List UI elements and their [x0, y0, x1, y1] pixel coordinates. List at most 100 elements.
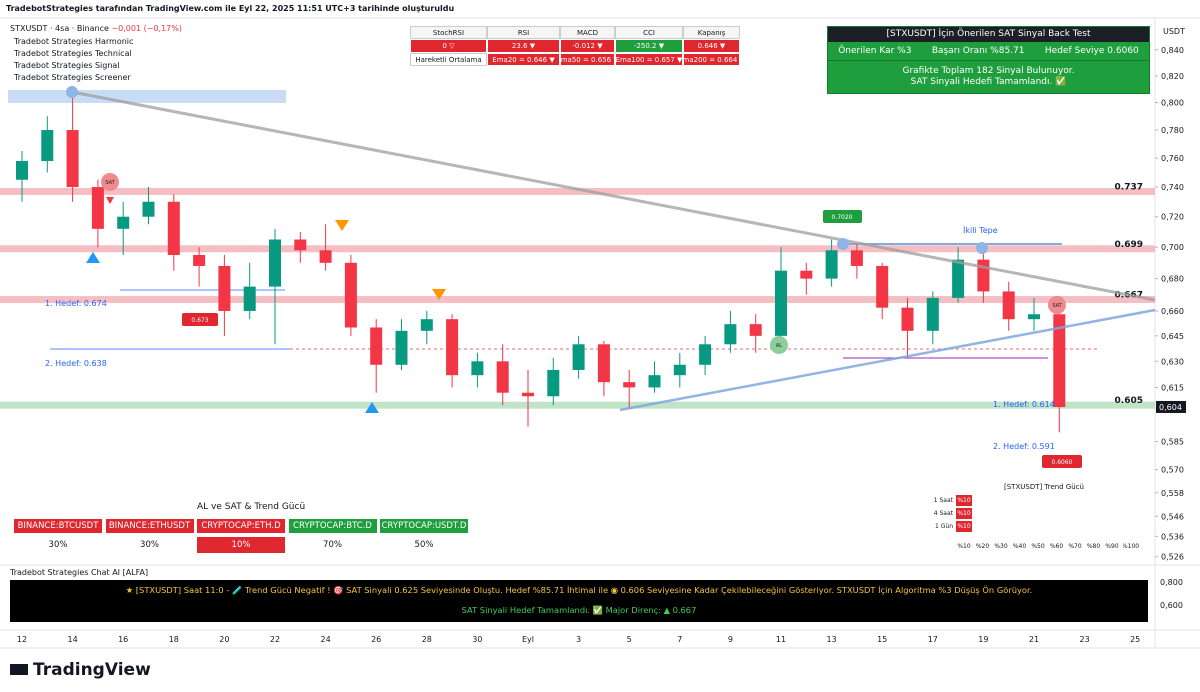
y-tick-label: 0,615	[1161, 383, 1184, 392]
brand[interactable]: TradingView	[10, 660, 151, 680]
x-tick-label: 26	[371, 635, 381, 644]
indicator[interactable]: Tradebot Strategies Screener	[14, 73, 131, 82]
zone	[8, 90, 286, 103]
trend-line	[619, 308, 1156, 412]
y-tick-label: 0,660	[1161, 307, 1184, 316]
symbol-cell: CRYPTOCAP:BTC.D	[287, 518, 378, 534]
candle-body	[1028, 314, 1040, 320]
x-tick-label: 30	[472, 635, 482, 644]
pivot	[976, 242, 988, 254]
candle-body	[977, 259, 990, 292]
level-zone	[0, 296, 1155, 304]
candle-body	[901, 307, 914, 331]
indicator[interactable]: Tradebot Strategies Harmonic	[14, 37, 134, 46]
y-tick-label: 0,740	[1161, 183, 1184, 192]
x-tick-label: 12	[17, 635, 27, 644]
y-tick-label: 0,680	[1161, 275, 1184, 284]
scale-label: %90	[1103, 540, 1121, 552]
scale-label: %50	[1029, 540, 1047, 552]
x-tick-label: Eyl	[522, 635, 534, 644]
strength-cell: 70%	[287, 536, 378, 554]
candle-body	[1053, 314, 1066, 407]
x-tick-label: 19	[978, 635, 988, 644]
y-tick-label: 0,630	[1161, 357, 1184, 366]
candle-body	[319, 250, 332, 263]
y-tick-label: 0,800	[1161, 99, 1184, 108]
table-value: -250.2 ▼	[615, 39, 683, 53]
badge	[823, 210, 862, 223]
strength-cell: 10%	[196, 536, 286, 554]
candle-body	[420, 319, 433, 331]
chat-title: Tradebot Strategies Chat AI [ALFA]	[10, 568, 149, 577]
candle-body	[952, 259, 965, 298]
target-label: 2. Hedef: 0.591	[993, 442, 1055, 451]
candle-body	[926, 297, 939, 331]
strength-panel: 1 Saat %10 4 Saat %10 1 Gün %10 %10 %20 %30 %40 %5…	[920, 494, 1150, 552]
level-label: 0.605	[1115, 396, 1143, 406]
stat: Başarı Oranı %85.71	[931, 46, 1025, 56]
y-tick-label: 0,570	[1161, 466, 1184, 475]
x-tick-label: 16	[118, 635, 128, 644]
brand-name: TradingView	[33, 660, 151, 680]
indicator[interactable]: Tradebot Strategies Signal	[14, 61, 120, 70]
candle-body	[648, 375, 661, 388]
pane-tick: 0,600	[1160, 601, 1183, 610]
x-tick-label: 3	[576, 635, 581, 644]
x-tick-label: 18	[169, 635, 179, 644]
chat-line: ★ [STXUSDT] Saat 11:0 - 🧪 Trend Gücü Neg…	[125, 585, 1033, 595]
candle-body	[167, 201, 180, 255]
badge-label: 0.6060	[1052, 459, 1073, 466]
last-price-label: 0,604	[1159, 403, 1182, 412]
buy-arrow	[365, 402, 379, 413]
candle-body	[825, 250, 838, 279]
x-tick-label: 20	[219, 635, 229, 644]
candle-body	[471, 361, 484, 376]
strength-cell: 30%	[13, 536, 103, 554]
strength-title: [STXUSDT] Trend Gücü	[1004, 483, 1084, 491]
axis-unit: USDT	[1163, 27, 1185, 36]
strength-row: 1 Gün	[920, 520, 954, 533]
candle-body	[547, 369, 560, 397]
y-tick-label: 0,780	[1161, 126, 1184, 135]
x-tick-label: 15	[877, 635, 887, 644]
backtest-stats: Önerilen Kar %3 Başarı Oranı %85.71 Hede…	[828, 42, 1149, 61]
badge	[182, 313, 218, 326]
y-tick-label: 0,760	[1161, 154, 1184, 163]
backtest-summary: Grafikte Toplam 182 Sinyal Bulunuyor. SA…	[828, 61, 1149, 88]
signal-label: AL	[776, 343, 782, 349]
y-tick-label: 0,720	[1161, 213, 1184, 222]
table-header: CCI	[615, 26, 683, 39]
symbol: STXUSDT · 4sa · Binance	[10, 24, 109, 33]
candle-body	[370, 327, 383, 365]
signal-badge	[1048, 296, 1066, 314]
trend-table-title: AL ve SAT & Trend Gücü	[197, 502, 306, 512]
y-tick-label: 0,536	[1161, 532, 1184, 541]
y-tick-label: 0,700	[1161, 243, 1184, 252]
x-tick-label: 17	[928, 635, 938, 644]
target-label: 1. Hedef: 0.674	[45, 299, 107, 308]
candle-body	[775, 270, 787, 336]
candle-body	[522, 392, 534, 397]
level-zone	[0, 187, 1155, 195]
logo	[10, 664, 28, 675]
indicator[interactable]: Tradebot Strategies Technical	[14, 49, 132, 58]
symbol-cell: CRYPTOCAP:ETH.D	[196, 518, 286, 534]
badge-label: 0.7020	[832, 214, 853, 221]
trend-table: BINANCE:BTCUSDT 30% BINANCE:ETHUSDT 30% CRYP…	[13, 518, 469, 554]
table-header: Kapanış	[683, 26, 740, 39]
header-bar	[0, 0, 1200, 18]
table-value: 0 ▽	[410, 39, 487, 53]
scale-label: %70	[1066, 540, 1084, 552]
x-tick-label: 14	[68, 635, 78, 644]
caption: TradebotStrategies tarafından TradingVie…	[6, 4, 455, 13]
scale-label: %40	[1010, 540, 1029, 552]
indicator-table: StochRSI 0 ▽ RSI 23.6 ▼ MACD -0.012 ▼ CCI -250.…	[410, 26, 740, 66]
x-tick-label: 21	[1029, 635, 1039, 644]
candle-body	[597, 344, 610, 383]
change: −0,001 (−0,17%)	[111, 24, 182, 33]
level-label: 0.699	[1115, 240, 1143, 250]
x-tick-label: 7	[677, 635, 682, 644]
candle-body	[243, 286, 256, 311]
